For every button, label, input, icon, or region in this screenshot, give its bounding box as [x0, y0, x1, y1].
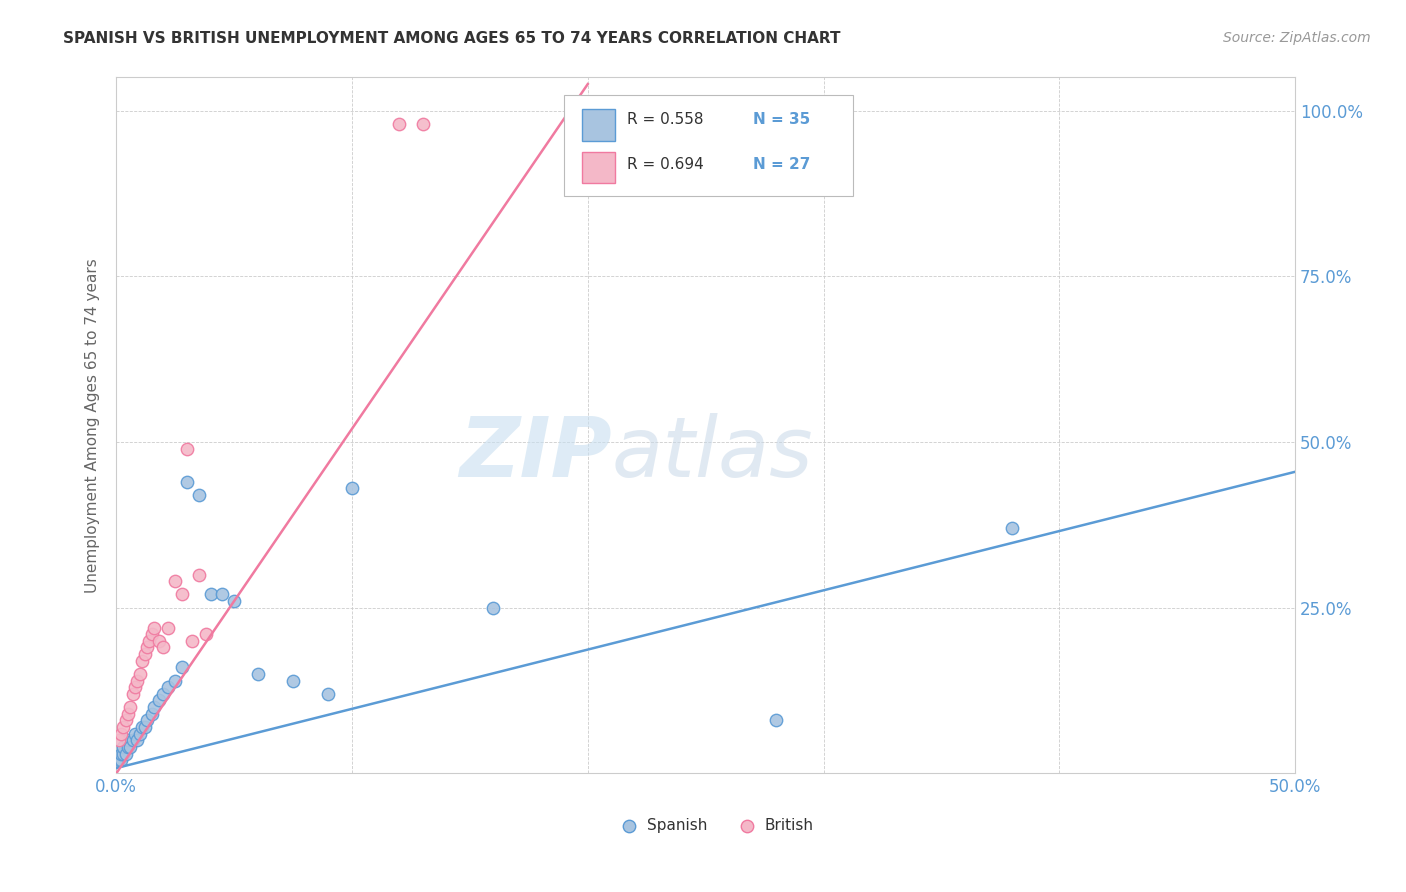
Point — [107, 753, 129, 767]
Text: N = 27: N = 27 — [752, 157, 810, 171]
Point — [148, 633, 170, 648]
Point — [112, 739, 135, 754]
Point — [172, 660, 194, 674]
Point — [187, 488, 209, 502]
Point — [138, 633, 160, 648]
Point — [120, 700, 142, 714]
Point — [143, 621, 166, 635]
Text: SPANISH VS BRITISH UNEMPLOYMENT AMONG AGES 65 TO 74 YEARS CORRELATION CHART: SPANISH VS BRITISH UNEMPLOYMENT AMONG AG… — [63, 31, 841, 46]
Point — [157, 680, 180, 694]
Y-axis label: Unemployment Among Ages 65 to 74 years: Unemployment Among Ages 65 to 74 years — [86, 258, 100, 593]
Point — [114, 714, 136, 728]
Point — [128, 726, 150, 740]
Point — [1130, 816, 1153, 830]
Point — [131, 720, 153, 734]
Point — [388, 117, 411, 131]
Point — [1001, 521, 1024, 535]
Point — [143, 700, 166, 714]
Point — [765, 714, 787, 728]
Point — [135, 714, 157, 728]
Point — [172, 587, 194, 601]
Text: British: British — [765, 818, 814, 833]
Point — [134, 647, 156, 661]
Point — [176, 442, 198, 456]
Point — [187, 567, 209, 582]
Point — [128, 667, 150, 681]
Point — [482, 600, 505, 615]
Point — [120, 739, 142, 754]
Point — [117, 706, 139, 721]
Point — [114, 747, 136, 761]
Text: R = 0.558: R = 0.558 — [627, 112, 703, 128]
Point — [107, 733, 129, 747]
Point — [200, 587, 222, 601]
Point — [152, 640, 174, 655]
Point — [281, 673, 304, 688]
Point — [141, 706, 163, 721]
Point — [112, 720, 135, 734]
Point — [224, 594, 246, 608]
Point — [148, 693, 170, 707]
Point — [110, 726, 132, 740]
Point — [412, 117, 434, 131]
Point — [135, 640, 157, 655]
Point — [117, 739, 139, 754]
Point — [340, 482, 363, 496]
Point — [165, 673, 187, 688]
Point — [194, 627, 217, 641]
Point — [110, 753, 132, 767]
Point — [180, 633, 202, 648]
Point — [117, 733, 139, 747]
Point — [121, 687, 143, 701]
Text: N = 35: N = 35 — [752, 112, 810, 128]
Point — [131, 654, 153, 668]
Point — [124, 726, 146, 740]
Text: ZIP: ZIP — [458, 413, 612, 494]
Text: Source: ZipAtlas.com: Source: ZipAtlas.com — [1223, 31, 1371, 45]
Bar — [582, 152, 614, 183]
Point — [112, 747, 135, 761]
Point — [141, 627, 163, 641]
Point — [1367, 816, 1389, 830]
Point — [127, 673, 149, 688]
Text: Spanish: Spanish — [647, 818, 707, 833]
Point — [165, 574, 187, 589]
Point — [152, 687, 174, 701]
Point — [121, 733, 143, 747]
FancyBboxPatch shape — [564, 95, 853, 195]
Point — [157, 621, 180, 635]
Text: atlas: atlas — [612, 413, 813, 494]
Point — [134, 720, 156, 734]
Point — [110, 747, 132, 761]
Bar — [582, 110, 614, 141]
Point — [127, 733, 149, 747]
Text: R = 0.694: R = 0.694 — [627, 157, 703, 171]
Point — [176, 475, 198, 489]
Point — [246, 667, 269, 681]
Point — [211, 587, 233, 601]
Point — [318, 687, 340, 701]
Point — [124, 680, 146, 694]
